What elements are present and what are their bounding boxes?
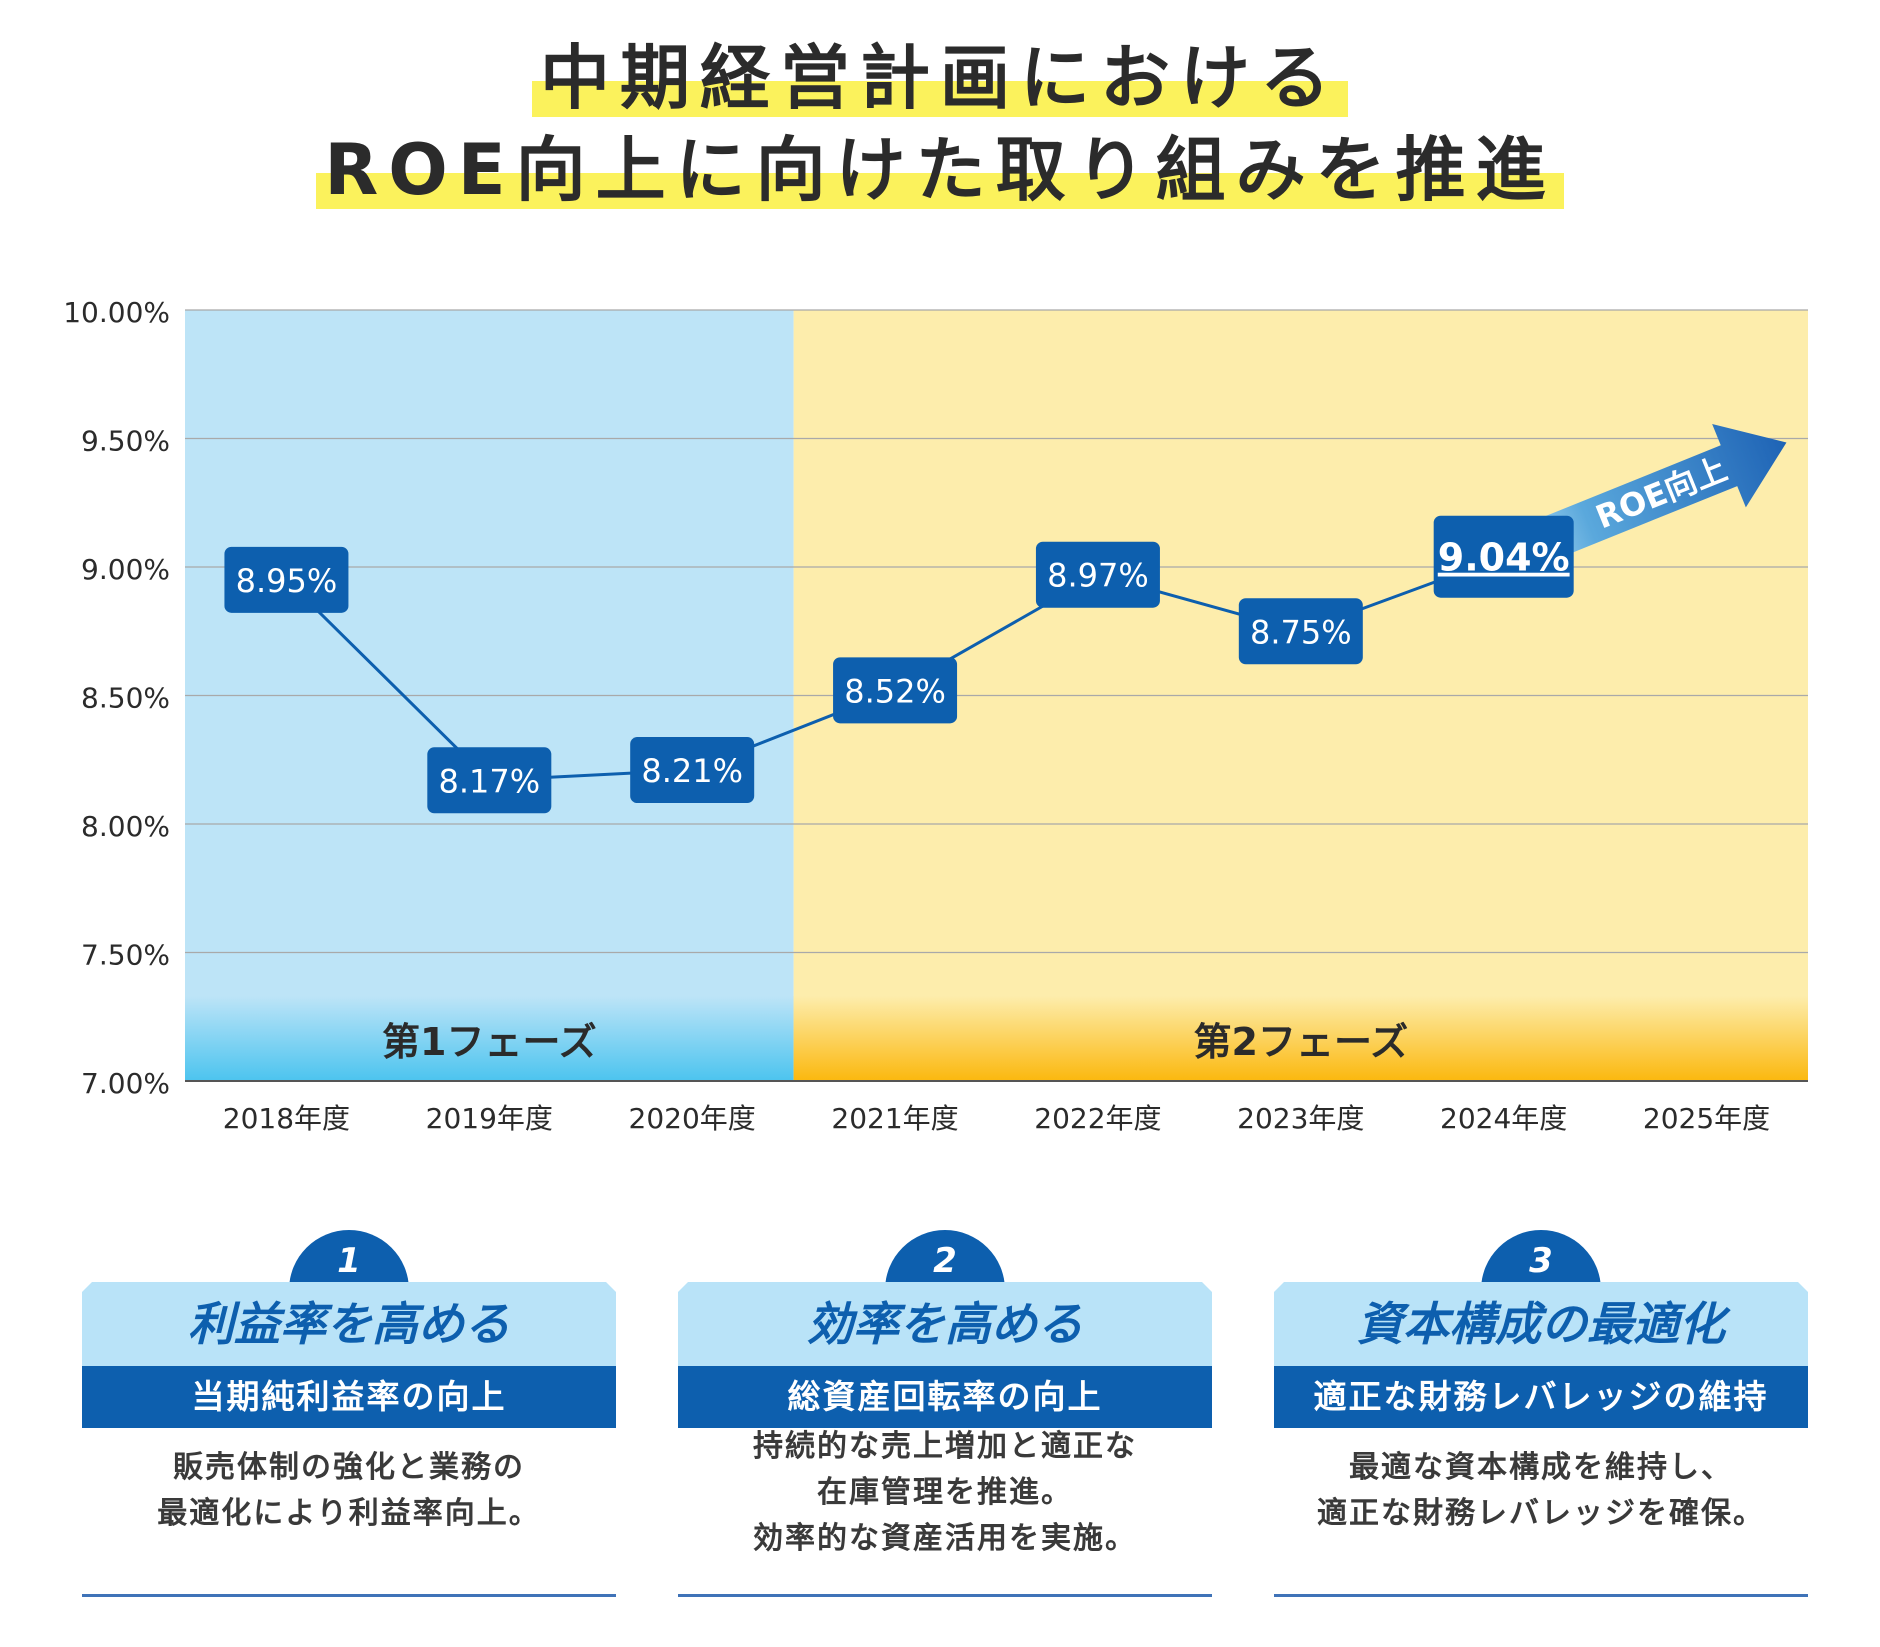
- x-tick-label: 2025年度: [1643, 1102, 1770, 1135]
- data-marker: [427, 747, 552, 814]
- y-tick-label: 7.00%: [81, 1067, 170, 1100]
- data-label: 8.52%: [844, 672, 946, 710]
- pillar-number-badge: 1: [289, 1230, 409, 1290]
- x-tick-label: 2023年度: [1237, 1102, 1364, 1135]
- pillar-desc-line: 最適化により利益率向上。: [157, 1496, 541, 1531]
- x-axis-ticks: 2018年度 2019年度 2020年度 2021年度 2022年度 2023年度 2024…: [223, 1102, 1770, 1135]
- title-line-2: ROE向上に向けた取り組みを推進: [0, 132, 1880, 209]
- pillar-desc-line: 在庫管理を推進。: [817, 1475, 1073, 1510]
- data-label: 8.21%: [641, 752, 743, 790]
- data-label: 8.97%: [1047, 557, 1149, 595]
- x-tick-label: 2021年度: [831, 1102, 958, 1135]
- pillar-divider: [82, 1594, 616, 1597]
- y-tick-label: 8.00%: [81, 810, 170, 843]
- x-tick-label: 2018年度: [223, 1102, 350, 1135]
- pillar-description: 持続的な売上増加と適正な 在庫管理を推進。 効率的な資産活用を実施。: [678, 1424, 1212, 1562]
- pillar-desc-line: 効率的な資産活用を実施。: [753, 1521, 1137, 1556]
- pillar-description: 最適な資本構成を維持し、 適正な財務レバレッジを確保。: [1274, 1445, 1808, 1537]
- data-markers: 8.95% 8.17% 8.21% 8.52% 8.97% 8.75% 9.04%: [224, 515, 1574, 814]
- title-line-1: 中期経営計画における: [0, 40, 1880, 117]
- pillar-desc-line: 販売体制の強化と業務の: [173, 1450, 525, 1485]
- title-text-1: 中期経営計画における: [532, 40, 1348, 117]
- title-text-2: ROE向上に向けた取り組みを推進: [316, 132, 1564, 209]
- data-marker: [630, 737, 755, 804]
- pillar-subheading: 適正な財務レバレッジの維持: [1274, 1366, 1808, 1428]
- pillar-desc-line: 最適な資本構成を維持し、: [1349, 1450, 1733, 1485]
- data-label: 8.75%: [1250, 613, 1352, 651]
- phase-label-2: 第2フェーズ: [1194, 1020, 1409, 1064]
- data-label: 9.04%: [1438, 536, 1570, 580]
- phase-band-2: [793, 996, 1808, 1081]
- pillar-desc-line: 持続的な売上増加と適正な: [753, 1429, 1137, 1464]
- data-label: 8.17%: [438, 762, 540, 800]
- data-marker: [1433, 515, 1574, 598]
- pillar-divider: [678, 1594, 1212, 1597]
- phase-band-1: [185, 996, 794, 1081]
- y-tick-label: 9.00%: [81, 553, 170, 586]
- x-tick-label: 2019年度: [426, 1102, 553, 1135]
- data-marker: [833, 657, 958, 724]
- y-axis-ticks: 10.00% 9.50% 9.00% 8.50% 8.00% 7.50% 7.00%: [63, 296, 170, 1100]
- pillar-heading: 効率を高める: [678, 1282, 1212, 1366]
- data-marker: [1238, 598, 1363, 665]
- pillar-subheading: 当期純利益率の向上: [82, 1366, 616, 1428]
- pillar-heading: 資本構成の最適化: [1274, 1282, 1808, 1366]
- pillar-description: 販売体制の強化と業務の 最適化により利益率向上。: [82, 1445, 616, 1537]
- y-tick-label: 7.50%: [81, 939, 170, 972]
- x-tick-label: 2024年度: [1440, 1102, 1567, 1135]
- phase-labels: 第1フェーズ 第2フェーズ: [382, 1020, 1408, 1064]
- pillar-number-badge: 2: [885, 1230, 1005, 1290]
- data-marker: [224, 546, 349, 613]
- data-label: 8.95%: [236, 562, 338, 600]
- y-tick-label: 9.50%: [81, 425, 170, 458]
- pillar-desc-line: 適正な財務レバレッジを確保。: [1317, 1496, 1765, 1531]
- pillar-number-badge: 3: [1481, 1230, 1601, 1290]
- pillar-heading: 利益率を高める: [82, 1282, 616, 1366]
- roe-line-chart: 10.00% 9.50% 9.00% 8.50% 8.00% 7.50% 7.00% 201…: [63, 296, 1808, 1135]
- x-tick-label: 2020年度: [629, 1102, 756, 1135]
- phase-label-1: 第1フェーズ: [382, 1020, 597, 1064]
- y-tick-label: 8.50%: [81, 682, 170, 715]
- data-marker: [1035, 541, 1160, 608]
- x-tick-label: 2022年度: [1034, 1102, 1161, 1135]
- pillar-subheading: 総資産回転率の向上: [678, 1366, 1212, 1428]
- pillar-divider: [1274, 1594, 1808, 1597]
- y-tick-label: 10.00%: [63, 296, 170, 329]
